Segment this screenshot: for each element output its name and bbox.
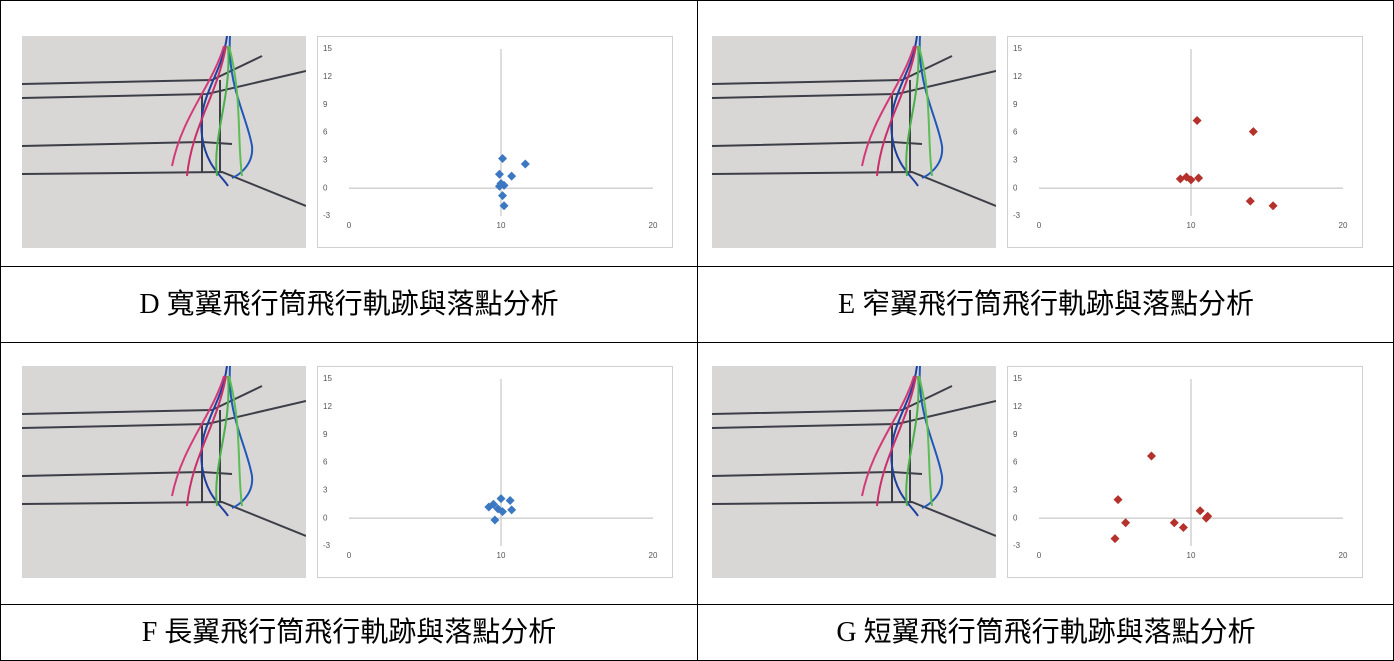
caption: E 窄翼飛行筒飛行軌跡與落點分析 (837, 289, 1255, 320)
column-divider (697, 1, 698, 660)
y-tick-label: 15 (323, 44, 332, 53)
scatter-point (507, 171, 517, 181)
photo (22, 36, 306, 248)
scatter-point (1146, 451, 1156, 461)
scatter-point (1186, 175, 1196, 185)
x-tick-label: 20 (1339, 221, 1348, 230)
scatter-point (1248, 127, 1258, 137)
x-tick-label: 0 (347, 551, 352, 560)
scatter-point (1192, 115, 1202, 125)
y-tick-label: 9 (1013, 430, 1018, 439)
y-tick-label: 6 (323, 128, 328, 137)
y-tick-label: 12 (1013, 402, 1022, 411)
scatter-point (494, 169, 504, 179)
scatter-point (498, 191, 508, 201)
y-tick-label: 15 (1013, 44, 1022, 53)
y-tick-label: 12 (1013, 72, 1022, 81)
x-tick-label: 10 (497, 221, 506, 230)
y-tick-label: -3 (1013, 541, 1021, 550)
scatter-point (520, 159, 530, 169)
scatter-point (1178, 522, 1188, 532)
scatter-point (1169, 518, 1179, 528)
y-tick-label: 9 (323, 430, 328, 439)
y-tick-label: 3 (323, 485, 328, 494)
scatter-point (1201, 513, 1211, 523)
scatter-chart: -3 0 3 6 9 12 15 0 10 20 (317, 366, 673, 578)
scatter-point (1195, 506, 1205, 516)
x-tick-label: 20 (1339, 551, 1348, 560)
y-tick-label: 9 (323, 100, 328, 109)
scatter-point (496, 494, 506, 504)
x-tick-label: 10 (1187, 221, 1196, 230)
photo (712, 366, 996, 578)
x-tick-label: 20 (649, 551, 658, 560)
chart-frame (1007, 366, 1363, 578)
scatter-point (498, 153, 508, 163)
y-tick-label: 6 (323, 458, 328, 467)
scatter-point (488, 499, 498, 509)
photo (22, 366, 306, 578)
scatter-point (490, 515, 500, 525)
x-tick-label: 0 (347, 221, 352, 230)
scatter-point (499, 201, 509, 211)
y-tick-label: -3 (1013, 211, 1021, 220)
scatter-point (1245, 196, 1255, 206)
scatter-chart: -3 0 3 6 9 12 15 0 10 20 (1007, 366, 1363, 578)
caption: D 寬翼飛行筒飛行軌跡與落點分析 (139, 289, 559, 320)
y-tick-label: 0 (323, 183, 328, 192)
scatter-point (499, 180, 509, 190)
x-tick-label: 10 (1187, 551, 1196, 560)
y-tick-label: 15 (323, 374, 332, 383)
y-tick-label: 3 (1013, 155, 1018, 164)
scatter-chart: -3 0 3 6 9 12 15 0 10 20 (317, 36, 673, 248)
photo (712, 36, 996, 248)
y-tick-label: -3 (323, 211, 331, 220)
caption: F 長翼飛行筒飛行軌跡與落點分析 (141, 617, 557, 648)
y-tick-label: 0 (1013, 183, 1018, 192)
y-tick-label: 0 (1013, 513, 1018, 522)
scatter-point (1113, 495, 1123, 505)
x-tick-label: 0 (1037, 221, 1042, 230)
scatter-point (1194, 173, 1204, 183)
y-tick-label: 6 (1013, 128, 1018, 137)
x-tick-label: 10 (497, 551, 506, 560)
y-tick-label: 6 (1013, 458, 1018, 467)
row-divider (1, 604, 1393, 605)
scatter-chart: -3 0 3 6 9 12 15 0 10 20 (1007, 36, 1363, 248)
y-tick-label: 12 (323, 72, 332, 81)
chart-frame (317, 36, 673, 248)
row-divider (1, 266, 1393, 267)
scatter-point (484, 502, 494, 512)
y-tick-label: 12 (323, 402, 332, 411)
scatter-point (1110, 534, 1120, 544)
scatter-point (493, 504, 503, 514)
chart-frame (1007, 36, 1363, 248)
scatter-point (1268, 201, 1278, 211)
y-tick-label: 9 (1013, 100, 1018, 109)
x-tick-label: 20 (649, 221, 658, 230)
x-tick-label: 0 (1037, 551, 1042, 560)
scatter-point (507, 505, 517, 515)
y-tick-label: 3 (323, 155, 328, 164)
y-tick-label: 3 (1013, 485, 1018, 494)
chart-frame (317, 366, 673, 578)
scatter-point (505, 496, 515, 506)
scatter-point (1121, 518, 1131, 528)
y-tick-label: 0 (323, 513, 328, 522)
y-tick-label: -3 (323, 541, 331, 550)
row-divider (1, 342, 1393, 343)
y-tick-label: 15 (1013, 374, 1022, 383)
caption: G 短翼飛行筒飛行軌跡與落點分析 (836, 617, 1256, 648)
